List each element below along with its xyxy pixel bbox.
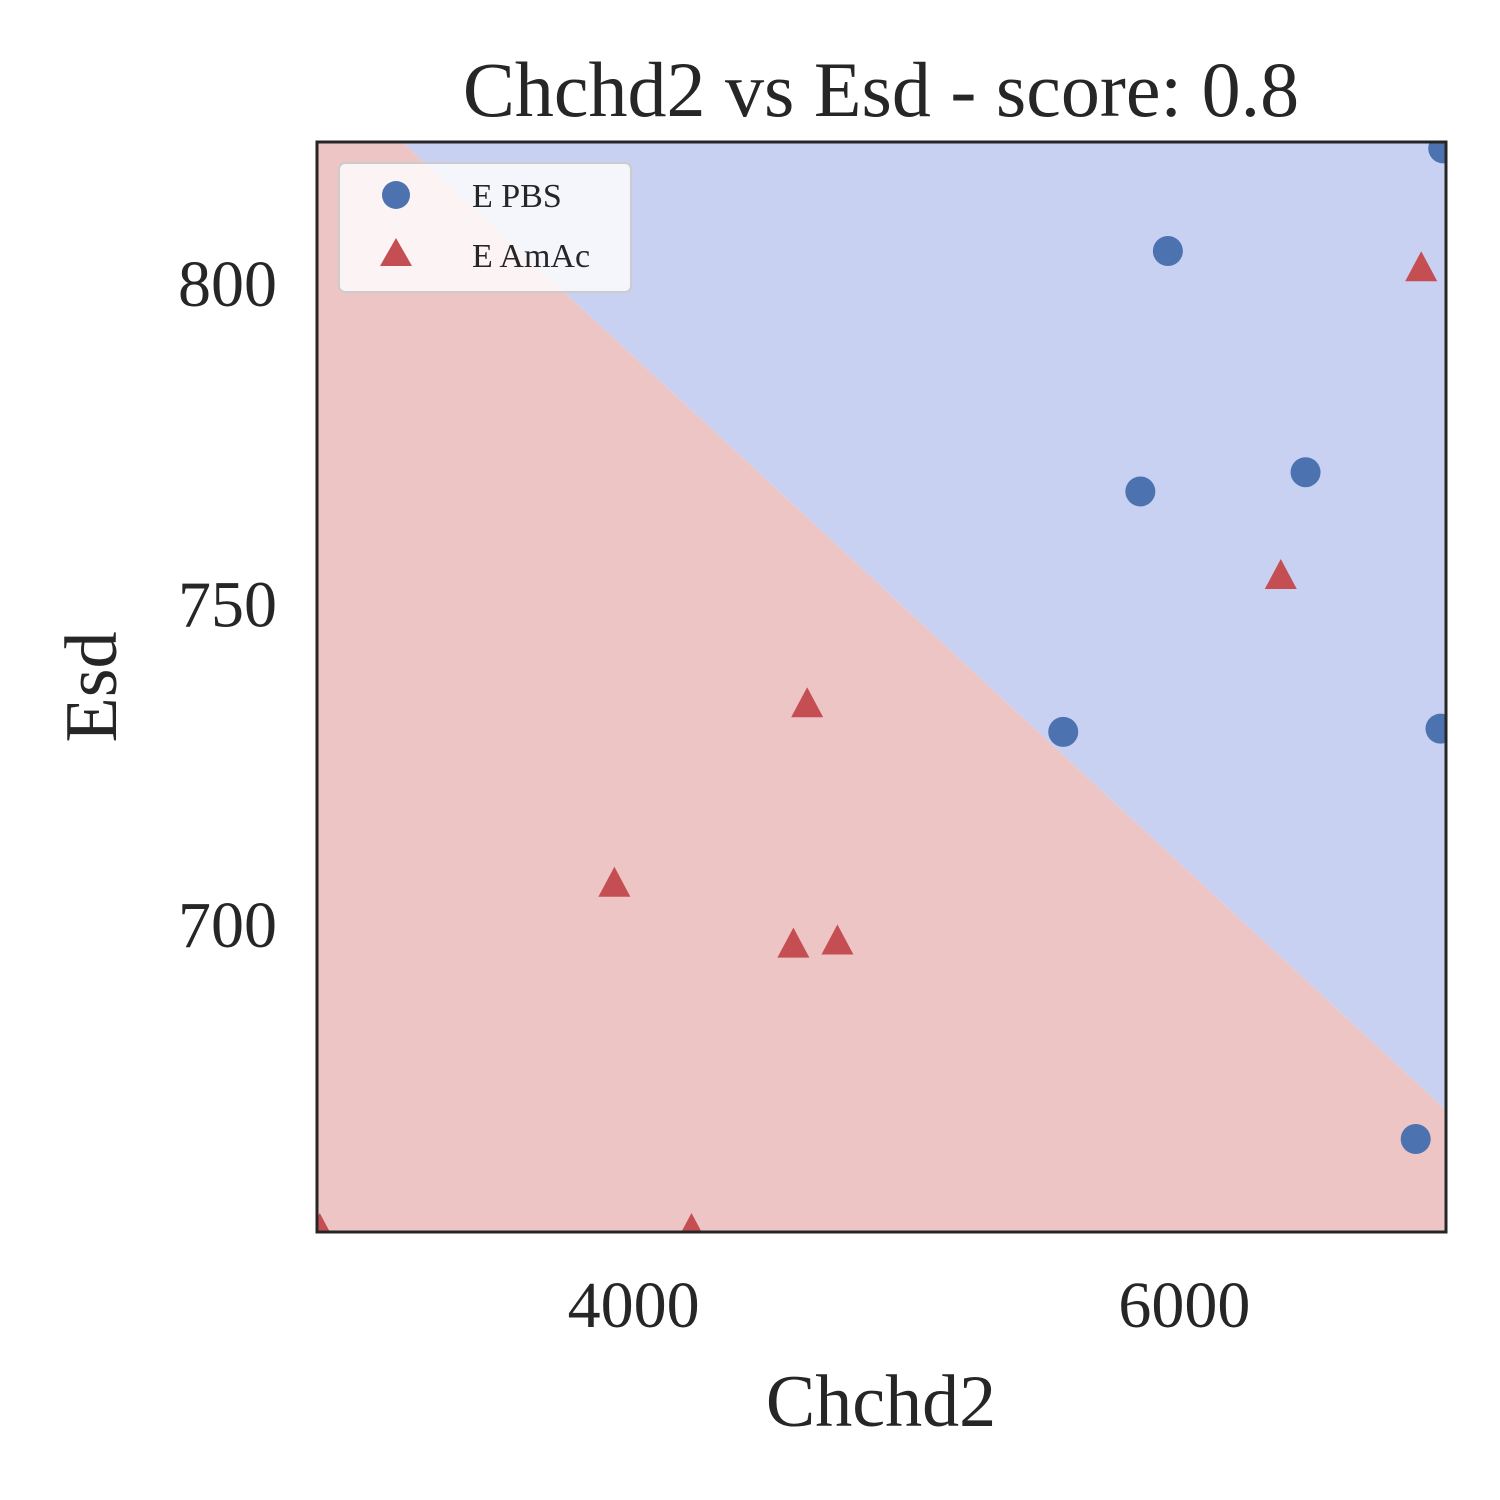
chart-title: Chchd2 vs Esd - score: 0.8	[463, 46, 1299, 133]
point-e-amac-7	[317, 1213, 330, 1232]
y-tick-label-700: 700	[178, 889, 277, 962]
legend-box	[338, 162, 632, 293]
point-e-pbs-5	[1425, 713, 1446, 744]
point-e-pbs-0	[1428, 142, 1446, 164]
point-e-amac-1	[1264, 559, 1297, 589]
point-e-pbs-1	[1152, 236, 1183, 266]
legend-label-e-amac: E AmAc	[472, 238, 590, 275]
point-e-amac-6	[681, 1213, 702, 1232]
legend-label-e-pbs: E PBS	[472, 178, 562, 215]
y-tick-labels: 700 750 800	[178, 248, 277, 962]
x-axis-label: Chchd2	[766, 1361, 996, 1443]
point-e-pbs-6	[1400, 1124, 1431, 1155]
y-axis-label: Esd	[51, 632, 133, 743]
point-e-pbs-3	[1290, 457, 1321, 488]
point-e-pbs-2	[1125, 476, 1156, 507]
x-tick-label-4000: 4000	[568, 1269, 700, 1342]
y-tick-label-750: 750	[178, 569, 277, 642]
y-tick-label-800: 800	[178, 248, 277, 321]
x-tick-label-6000: 6000	[1118, 1269, 1250, 1342]
plot-area	[317, 142, 1446, 1232]
point-e-amac-5	[821, 924, 854, 955]
legend: E PBS E AmAc	[338, 162, 632, 293]
plot-frame	[315, 140, 1448, 1234]
x-tick-labels: 4000 6000	[568, 1269, 1251, 1342]
point-e-amac-4	[777, 927, 810, 958]
point-e-pbs-4	[1048, 716, 1079, 747]
point-e-amac-0	[1405, 251, 1438, 282]
region-lower	[317, 142, 1446, 1232]
point-e-amac-3	[598, 866, 631, 897]
markers	[317, 142, 1446, 1232]
point-e-amac-2	[791, 687, 824, 718]
legend-marker-e-amac	[380, 238, 412, 266]
legend-marker-e-pbs	[382, 181, 410, 209]
